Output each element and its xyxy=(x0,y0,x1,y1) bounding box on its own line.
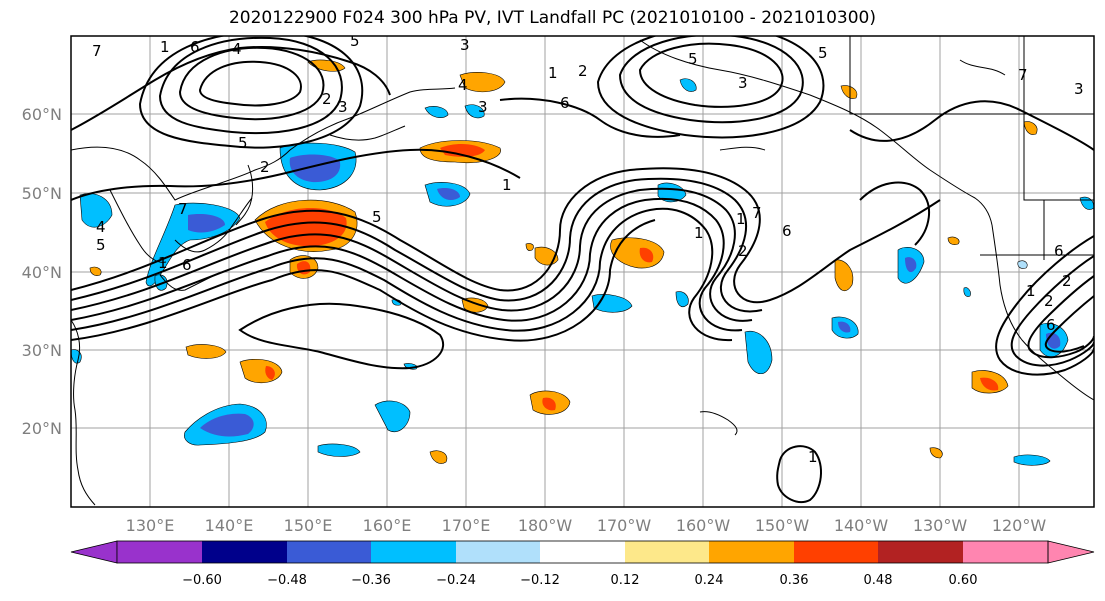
contour-label: 3 xyxy=(478,98,488,116)
lat-label: 20°N xyxy=(22,419,62,438)
colorbar-cell xyxy=(794,541,878,563)
colorbar-cell xyxy=(963,541,1048,563)
colorbar-cell xyxy=(456,541,540,563)
colorbar-tick-label: 0.60 xyxy=(949,573,978,588)
lat-label: 40°N xyxy=(22,263,62,282)
contour-label: 4 xyxy=(96,218,106,236)
lon-label: 130°W xyxy=(913,516,968,535)
contour-label: 6 xyxy=(782,222,792,240)
colorbar-tick-label: 0.12 xyxy=(611,573,640,588)
contour-label: 1 xyxy=(160,38,170,56)
colorbar-tick-label: −0.60 xyxy=(182,573,222,588)
colorbar: −0.60 −0.48 −0.36 −0.24 −0.12 0.12 0.24 … xyxy=(70,540,1095,588)
colorbar-tick-label: −0.24 xyxy=(436,573,476,588)
contour-label: 2 xyxy=(1062,272,1072,290)
contour-label: 1 xyxy=(1026,282,1036,300)
contour-label: 7 xyxy=(752,204,762,222)
lon-label: 160°W xyxy=(676,516,731,535)
map-frame xyxy=(70,35,1095,508)
colorbar-tick-label: −0.12 xyxy=(520,573,560,588)
contour-label: 2 xyxy=(738,242,748,260)
lon-label: 140°E xyxy=(205,516,254,535)
colorbar-ticks: −0.60 −0.48 −0.36 −0.24 −0.12 0.12 0.24 … xyxy=(182,573,977,588)
lon-label: 180°W xyxy=(518,516,573,535)
lon-label: 170°W xyxy=(597,516,652,535)
longitude-labels: 130°E 140°E 150°E 160°E 170°E 180°W 170°… xyxy=(126,516,1047,535)
colorbar-tick-label: −0.36 xyxy=(351,573,391,588)
contour-label: 5 xyxy=(688,50,698,68)
contour-labels: 7 1 6 4 5 3 2 3 5 2 4 3 1 2 6 5 3 7 1 5 … xyxy=(92,32,1084,466)
colorbar-cell xyxy=(117,541,202,563)
contour-label: 6 xyxy=(1054,242,1064,260)
lon-label: 130°E xyxy=(126,516,175,535)
contour-label: 3 xyxy=(1074,80,1084,98)
contour-label: 5 xyxy=(96,236,106,254)
contour-label: 3 xyxy=(738,74,748,92)
contour-label: 5 xyxy=(372,208,382,226)
colorbar-tick-label: −0.48 xyxy=(267,573,307,588)
contour-label: 1 xyxy=(808,448,818,466)
contour-label: 6 xyxy=(1046,316,1056,334)
lon-label: 150°E xyxy=(284,516,333,535)
lon-label: 170°E xyxy=(442,516,491,535)
contour-label: 2 xyxy=(260,158,270,176)
colorbar-cells xyxy=(117,541,1048,563)
colorbar-cell xyxy=(202,541,287,563)
pv-contours xyxy=(71,36,1094,504)
contour-label: 1 xyxy=(694,224,704,242)
colorbar-tick-label: 0.24 xyxy=(695,573,724,588)
contour-label: 6 xyxy=(190,38,200,56)
colorbar-low-extension xyxy=(70,540,118,564)
contour-label: 2 xyxy=(322,90,332,108)
colorbar-cell xyxy=(287,541,371,563)
colorbar-cell xyxy=(540,541,625,563)
contour-label: 5 xyxy=(238,134,248,152)
contour-label: 6 xyxy=(560,94,570,112)
contour-label: 1 xyxy=(502,176,512,194)
lon-label: 160°E xyxy=(363,516,412,535)
colorbar-high-extension xyxy=(1047,540,1095,564)
lon-label: 140°W xyxy=(834,516,889,535)
contour-label: 5 xyxy=(350,32,360,50)
contour-label: 2 xyxy=(1044,292,1054,310)
colorbar-tick-label: 0.36 xyxy=(780,573,809,588)
lat-label: 60°N xyxy=(22,105,62,124)
colorbar-frame xyxy=(116,540,1049,564)
contour-label: 6 xyxy=(182,256,192,274)
contour-label: 7 xyxy=(1018,66,1028,84)
colorbar-cell xyxy=(371,541,456,563)
contour-label: 4 xyxy=(458,76,468,94)
colorbar-cell xyxy=(709,541,794,563)
lat-label: 30°N xyxy=(22,341,62,360)
contour-label: 3 xyxy=(460,36,470,54)
lat-label: 50°N xyxy=(22,184,62,203)
contour-label: 4 xyxy=(232,40,242,58)
contour-label: 7 xyxy=(178,200,188,218)
contour-label: 1 xyxy=(736,210,746,228)
lon-label: 120°W xyxy=(992,516,1047,535)
colorbar-cell xyxy=(878,541,963,563)
contour-label: 3 xyxy=(338,98,348,116)
contour-label: 5 xyxy=(818,44,828,62)
contour-label: 2 xyxy=(578,62,588,80)
contour-label: 1 xyxy=(548,64,558,82)
contour-label: 7 xyxy=(92,42,102,60)
colorbar-cell xyxy=(625,541,709,563)
map-title: 2020122900 F024 300 hPa PV, IVT Landfall… xyxy=(228,8,876,28)
contour-label: 1 xyxy=(158,254,168,272)
colorbar-tick-label: 0.48 xyxy=(864,573,893,588)
lon-label: 150°W xyxy=(755,516,810,535)
latitude-labels: 60°N 50°N 40°N 30°N 20°N xyxy=(22,105,62,438)
coastlines xyxy=(71,36,1094,506)
